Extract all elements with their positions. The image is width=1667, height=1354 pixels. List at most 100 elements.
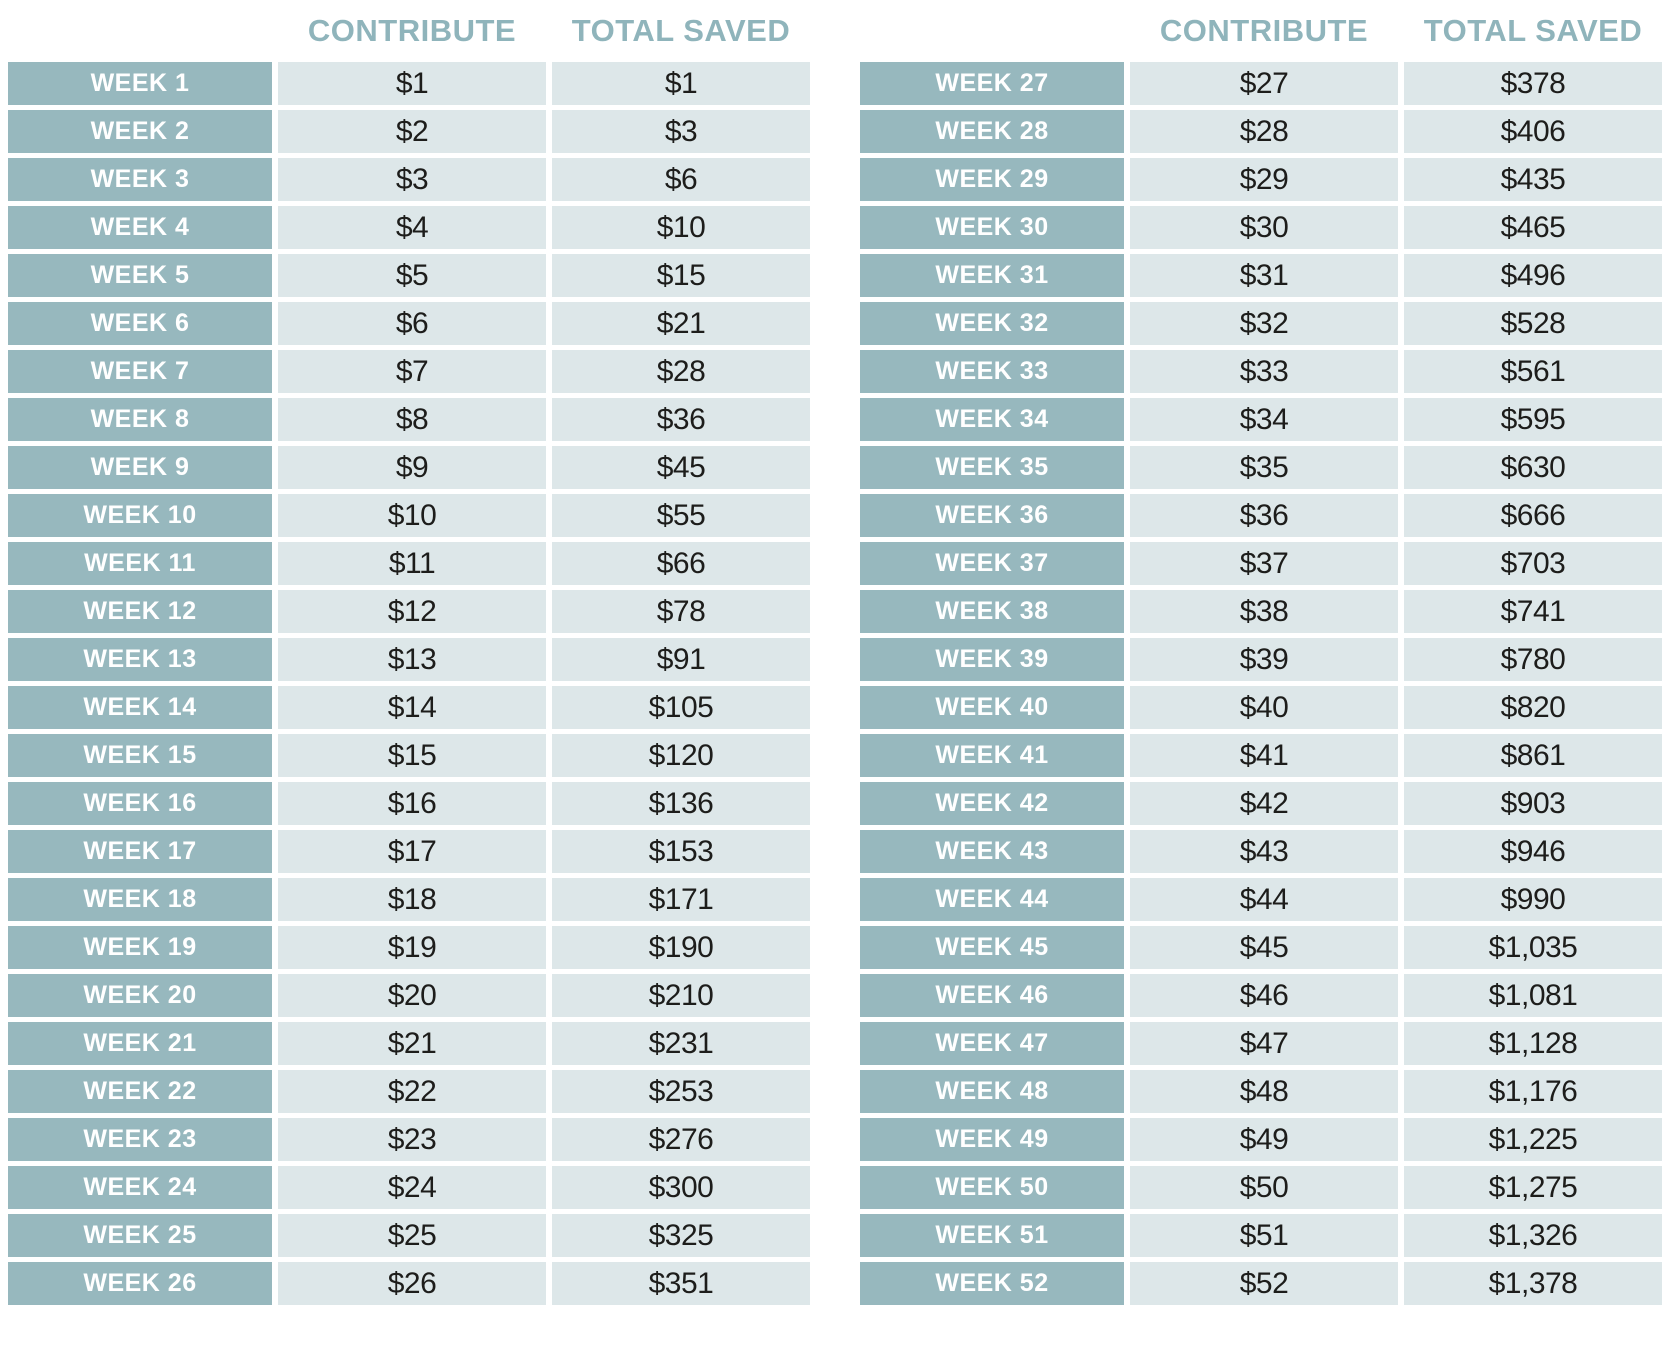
week-label: WEEK 19: [8, 926, 272, 969]
contribute-value: $38: [1130, 590, 1398, 633]
total-saved-value: $703: [1404, 542, 1662, 585]
total-saved-value: $595: [1404, 398, 1662, 441]
week-label: WEEK 11: [8, 542, 272, 585]
week-label: WEEK 45: [860, 926, 1124, 969]
total-saved-value: $990: [1404, 878, 1662, 921]
week-label: WEEK 32: [860, 302, 1124, 345]
contribute-value: $15: [278, 734, 546, 777]
total-saved-value: $630: [1404, 446, 1662, 489]
total-saved-value: $1,035: [1404, 926, 1662, 969]
column-header-contribute: CONTRIBUTE: [1159, 13, 1369, 48]
week-label: WEEK 43: [860, 830, 1124, 873]
total-saved-value: $28: [552, 350, 810, 393]
week-label: WEEK 38: [860, 590, 1124, 633]
week-label: WEEK 18: [8, 878, 272, 921]
table-header-row: CONTRIBUTE TOTAL SAVED: [8, 6, 810, 56]
contribute-value: $31: [1130, 254, 1398, 297]
week-label: WEEK 10: [8, 494, 272, 537]
total-saved-value: $6: [552, 158, 810, 201]
table-row: WEEK 36 $36 $666: [860, 494, 1662, 537]
week-label: WEEK 40: [860, 686, 1124, 729]
table-row: WEEK 32 $32 $528: [860, 302, 1662, 345]
table-row: WEEK 4 $4 $10: [8, 206, 810, 249]
total-saved-value: $561: [1404, 350, 1662, 393]
total-saved-value: $55: [552, 494, 810, 537]
total-saved-value: $210: [552, 974, 810, 1017]
total-saved-value: $300: [552, 1166, 810, 1209]
week-label: WEEK 52: [860, 1262, 1124, 1305]
week-label: WEEK 22: [8, 1070, 272, 1113]
table-row: WEEK 49 $49 $1,225: [860, 1118, 1662, 1161]
week-label: WEEK 34: [860, 398, 1124, 441]
total-saved-value: $1,081: [1404, 974, 1662, 1017]
total-saved-value: $1,378: [1404, 1262, 1662, 1305]
total-saved-value: $1,176: [1404, 1070, 1662, 1113]
contribute-value: $24: [278, 1166, 546, 1209]
contribute-value: $40: [1130, 686, 1398, 729]
contribute-value: $3: [278, 158, 546, 201]
table-row: WEEK 35 $35 $630: [860, 446, 1662, 489]
contribute-value: $41: [1130, 734, 1398, 777]
total-saved-value: $861: [1404, 734, 1662, 777]
contribute-value: $13: [278, 638, 546, 681]
table-row: WEEK 29 $29 $435: [860, 158, 1662, 201]
contribute-value: $51: [1130, 1214, 1398, 1257]
total-saved-value: $351: [552, 1262, 810, 1305]
table-row: WEEK 18 $18 $171: [8, 878, 810, 921]
contribute-value: $12: [278, 590, 546, 633]
table-body: WEEK 1 $1 $1 WEEK 2 $2 $3 WEEK 3 $3 $6 WEEK 4 $4 $1…: [8, 62, 810, 1305]
total-saved-value: $325: [552, 1214, 810, 1257]
table-row: WEEK 21 $21 $231: [8, 1022, 810, 1065]
table-row: WEEK 25 $25 $325: [8, 1214, 810, 1257]
column-header-contribute: CONTRIBUTE: [307, 13, 517, 48]
table-row: WEEK 33 $33 $561: [860, 350, 1662, 393]
week-label: WEEK 35: [860, 446, 1124, 489]
contribute-value: $25: [278, 1214, 546, 1257]
total-saved-value: $153: [552, 830, 810, 873]
week-label: WEEK 37: [860, 542, 1124, 585]
contribute-value: $29: [1130, 158, 1398, 201]
contribute-value: $19: [278, 926, 546, 969]
week-label: WEEK 25: [8, 1214, 272, 1257]
week-label: WEEK 8: [8, 398, 272, 441]
table-row: WEEK 52 $52 $1,378: [860, 1262, 1662, 1305]
table-row: WEEK 13 $13 $91: [8, 638, 810, 681]
contribute-value: $14: [278, 686, 546, 729]
table-row: WEEK 10 $10 $55: [8, 494, 810, 537]
contribute-value: $17: [278, 830, 546, 873]
total-saved-value: $10: [552, 206, 810, 249]
week-label: WEEK 2: [8, 110, 272, 153]
table-row: WEEK 22 $22 $253: [8, 1070, 810, 1113]
table-row: WEEK 15 $15 $120: [8, 734, 810, 777]
table-row: WEEK 47 $47 $1,128: [860, 1022, 1662, 1065]
table-body: WEEK 27 $27 $378 WEEK 28 $28 $406 WEEK 29 $29 $4…: [860, 62, 1662, 1305]
contribute-value: $20: [278, 974, 546, 1017]
contribute-value: $36: [1130, 494, 1398, 537]
contribute-value: $21: [278, 1022, 546, 1065]
contribute-value: $5: [278, 254, 546, 297]
table-row: WEEK 5 $5 $15: [8, 254, 810, 297]
total-saved-value: $276: [552, 1118, 810, 1161]
table-row: WEEK 48 $48 $1,176: [860, 1070, 1662, 1113]
table-row: WEEK 7 $7 $28: [8, 350, 810, 393]
total-saved-value: $190: [552, 926, 810, 969]
table-row: WEEK 50 $50 $1,275: [860, 1166, 1662, 1209]
total-saved-value: $15: [552, 254, 810, 297]
table-row: WEEK 3 $3 $6: [8, 158, 810, 201]
table-row: WEEK 8 $8 $36: [8, 398, 810, 441]
total-saved-value: $3: [552, 110, 810, 153]
total-saved-value: $820: [1404, 686, 1662, 729]
table-weeks-1-26: CONTRIBUTE TOTAL SAVED WEEK 1 $1 $1 WEEK 2 $…: [8, 6, 810, 1305]
week-label: WEEK 41: [860, 734, 1124, 777]
table-row: WEEK 38 $38 $741: [860, 590, 1662, 633]
week-label: WEEK 17: [8, 830, 272, 873]
week-label: WEEK 23: [8, 1118, 272, 1161]
total-saved-value: $903: [1404, 782, 1662, 825]
total-saved-value: $171: [552, 878, 810, 921]
contribute-value: $34: [1130, 398, 1398, 441]
total-saved-value: $21: [552, 302, 810, 345]
table-row: WEEK 30 $30 $465: [860, 206, 1662, 249]
table-row: WEEK 26 $26 $351: [8, 1262, 810, 1305]
table-row: WEEK 24 $24 $300: [8, 1166, 810, 1209]
total-saved-value: $105: [552, 686, 810, 729]
